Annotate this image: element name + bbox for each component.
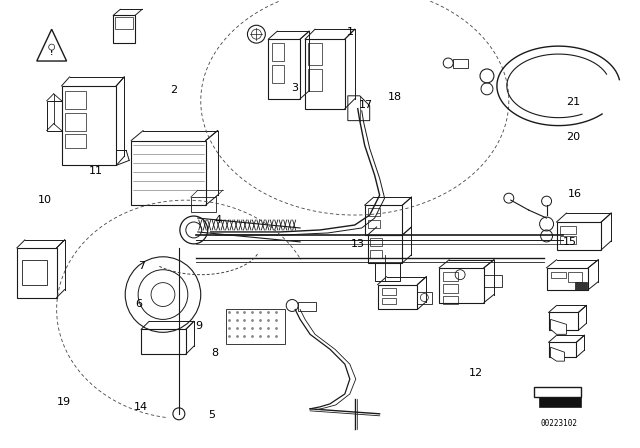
Bar [47,101,61,130]
Text: 4: 4 [214,215,222,224]
Text: 5: 5 [209,410,216,420]
Bar [557,222,601,250]
Text: 3: 3 [291,83,298,93]
Bar [61,86,116,165]
Bar [370,238,381,246]
Bar [368,235,403,263]
Text: 18: 18 [388,92,402,102]
Polygon shape [550,319,566,334]
Text: 9: 9 [196,321,203,332]
Polygon shape [550,347,564,361]
Text: 17: 17 [359,100,373,110]
Bar [381,297,396,305]
Bar [561,226,577,234]
Text: 11: 11 [89,166,103,176]
Bar [368,208,380,216]
Bar [225,310,285,344]
Bar [374,263,399,280]
Text: 19: 19 [57,397,72,407]
Text: 10: 10 [38,194,52,205]
Bar [305,39,345,109]
Text: 13: 13 [351,239,365,249]
Bar [453,59,468,68]
Text: 21: 21 [566,97,580,107]
Bar [115,17,133,29]
Bar [113,15,135,43]
Text: 00223102: 00223102 [540,419,577,428]
Bar [370,250,381,258]
Bar [550,271,566,278]
Bar [381,288,396,294]
Polygon shape [539,397,581,407]
Bar [298,302,316,311]
Bar [484,275,502,287]
Bar [22,260,47,284]
Bar [444,284,458,293]
Bar [547,268,588,289]
Bar [575,282,588,289]
Bar [439,268,484,302]
Text: 14: 14 [134,401,148,412]
Bar [65,134,86,148]
Text: 7: 7 [138,261,145,271]
Text: 16: 16 [568,189,581,199]
Bar [272,43,284,61]
Bar [308,69,322,91]
Text: 12: 12 [468,368,483,378]
Bar [444,271,458,280]
Bar [65,91,86,109]
Bar [568,271,582,282]
Text: 1: 1 [347,27,354,37]
Bar [548,342,577,357]
Bar [268,39,300,99]
Bar [17,248,57,297]
Text: 6: 6 [135,299,142,309]
Bar [191,197,216,212]
Text: 15: 15 [563,237,577,247]
Text: !: ! [50,50,53,56]
Bar [131,141,205,205]
Bar [561,236,577,244]
Bar [365,205,403,235]
Bar [378,284,417,310]
Bar [141,329,186,354]
Bar [368,220,380,228]
Bar [548,312,579,330]
Text: 8: 8 [211,348,219,358]
Bar [417,292,432,303]
Text: 20: 20 [566,132,580,142]
Text: 2: 2 [170,86,177,95]
Bar [65,113,86,130]
Bar [308,43,322,65]
Bar [272,65,284,83]
Bar [444,296,458,305]
